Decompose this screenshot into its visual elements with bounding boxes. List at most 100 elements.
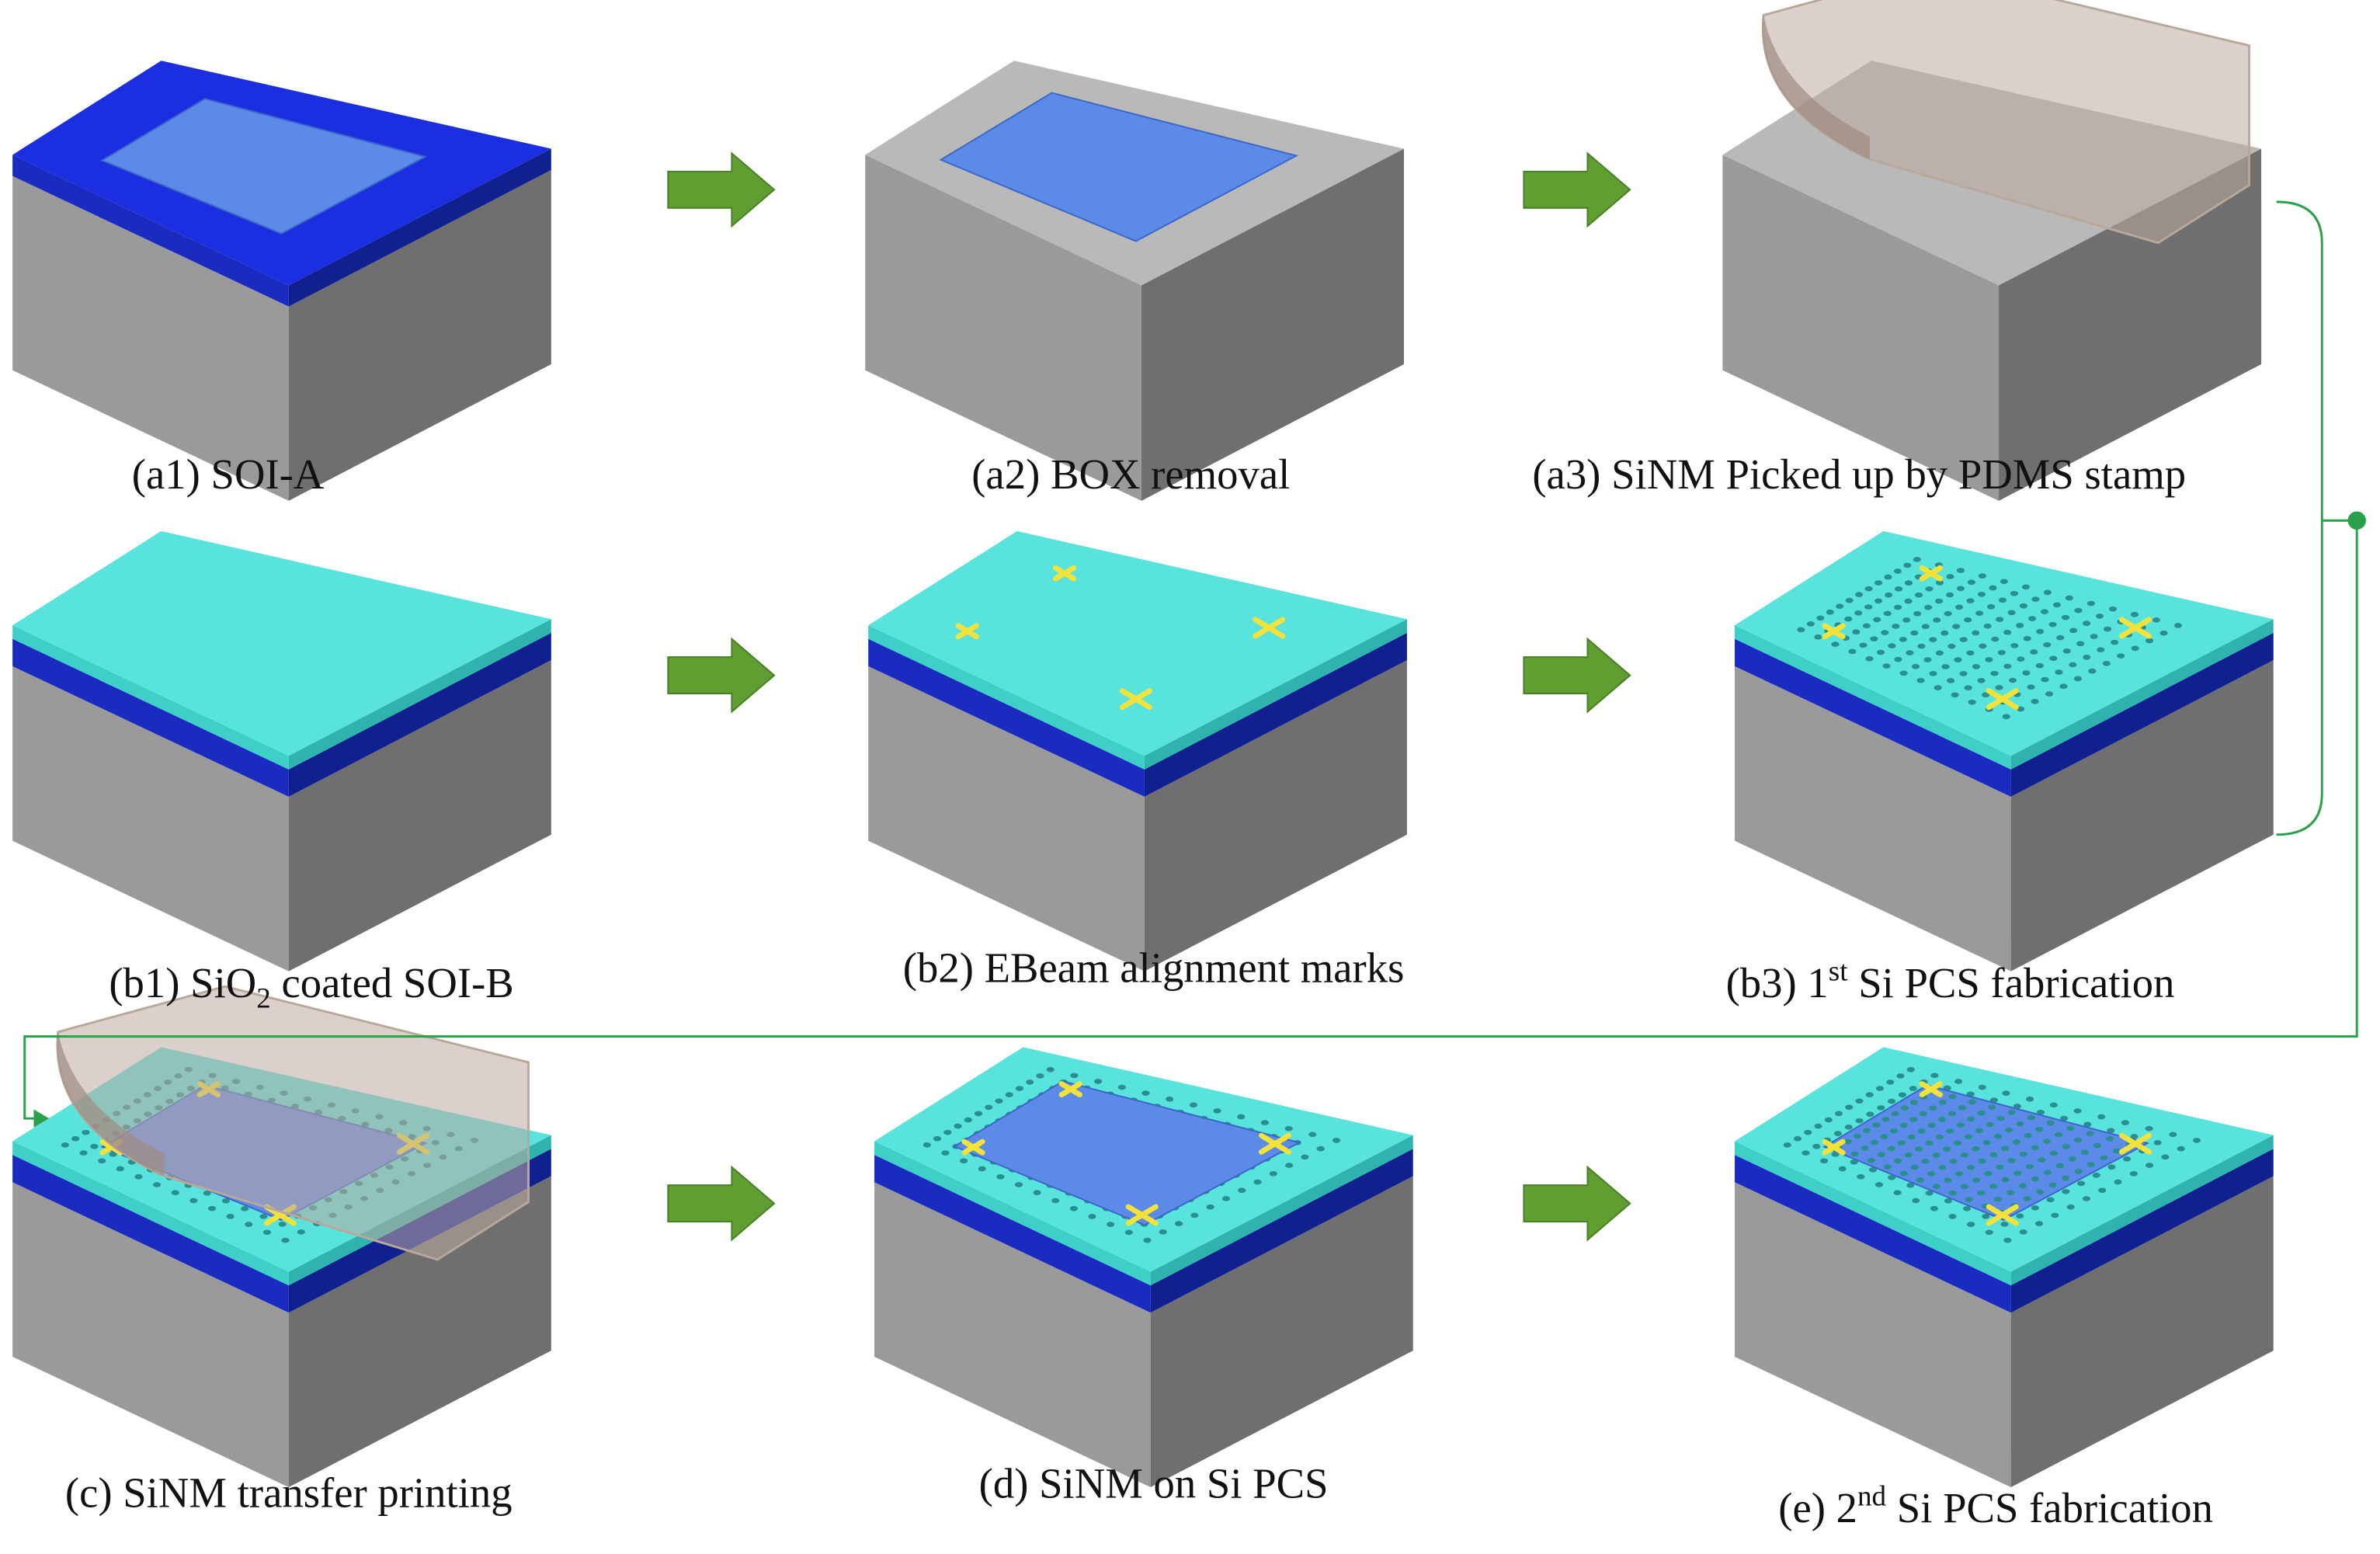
hole [2152, 617, 2161, 623]
hole [2090, 634, 2098, 639]
hole [2161, 1154, 2170, 1160]
hole [1914, 1146, 1923, 1152]
hole [2076, 1180, 2086, 1187]
hole [2013, 1170, 2022, 1176]
hole [943, 1129, 952, 1135]
hole [221, 1198, 231, 1204]
hole [1874, 1182, 1884, 1187]
hole [1876, 649, 1885, 655]
hole [2019, 1151, 2027, 1157]
hole [1015, 1086, 1024, 1091]
hole [2062, 1188, 2070, 1194]
hole [1814, 1123, 1822, 1129]
hole [278, 1222, 287, 1227]
hole [2052, 602, 2062, 608]
hole [2016, 1121, 2024, 1127]
hole [2107, 1164, 2116, 1170]
hole [2098, 1187, 2107, 1194]
caption-text: (b2) EBeam alignment marks [903, 944, 1405, 991]
hole [2123, 1156, 2132, 1162]
hole [1932, 1152, 1940, 1158]
hole [281, 1237, 290, 1243]
hole [2055, 1132, 2063, 1138]
hole [1874, 598, 1883, 604]
hole [1924, 604, 1933, 610]
hole [259, 1213, 268, 1219]
caption-text: (d) SiNM on Si PCS [979, 1460, 1329, 1507]
hole [1793, 1135, 1802, 1142]
hole [1978, 573, 1986, 579]
hole [2082, 621, 2091, 626]
hole [1819, 1158, 1829, 1164]
hole [2073, 676, 2083, 682]
hole [1960, 1184, 1969, 1190]
hole [1949, 1158, 1958, 1164]
hole [245, 1222, 253, 1227]
hole [1933, 617, 1941, 623]
hole [2031, 1205, 2040, 1211]
hole [1916, 677, 1925, 683]
hole [2130, 611, 2139, 617]
hole [1955, 1171, 1964, 1177]
hole [1935, 1134, 1944, 1140]
hole [1941, 664, 1950, 669]
hole [1174, 1221, 1183, 1226]
hole [2038, 1157, 2046, 1163]
hole [1956, 568, 1965, 573]
caption-text: (b3) 1 [1726, 959, 1829, 1006]
caption-superscript: nd [1857, 1480, 1887, 1512]
caption: (b2) EBeam alignment marks [903, 944, 1405, 991]
membrane [953, 1080, 1301, 1226]
hole [109, 1151, 117, 1157]
hole [2097, 1114, 2106, 1120]
hole [1026, 1079, 1034, 1085]
hole [2059, 683, 2068, 689]
process-arrow [667, 1165, 776, 1242]
hole [134, 1173, 143, 1180]
block-left-face [865, 155, 1141, 501]
block-right-face [288, 660, 551, 972]
alignment-mark [1058, 1081, 1082, 1098]
hole [1206, 1204, 1214, 1210]
hole [1906, 650, 1914, 655]
hole [2092, 1172, 2100, 1178]
block-right-face [2010, 1176, 2274, 1488]
hole [1308, 1132, 1317, 1138]
hole [2019, 1229, 2027, 1235]
hole [1899, 1122, 1908, 1128]
hole [1844, 1124, 1853, 1130]
hole [1925, 586, 1934, 592]
hole [1843, 1139, 1852, 1145]
hole [1285, 1163, 1294, 1168]
process-arrow [1523, 1165, 1631, 1242]
hole [2066, 1125, 2075, 1132]
hole [1904, 580, 1913, 586]
hole [1989, 1097, 1998, 1103]
hole [985, 1104, 993, 1111]
block-left-face [1722, 155, 2000, 501]
hole [1955, 604, 1964, 610]
hole [2023, 1196, 2031, 1202]
hole [1972, 630, 1980, 636]
caption: (d) SiNM on Si PCS [979, 1460, 1329, 1507]
hole [1930, 1073, 1939, 1079]
hole [1946, 678, 1955, 683]
hole [2007, 1158, 2016, 1163]
hole [1909, 1086, 1917, 1091]
hole [922, 1142, 931, 1148]
hole [2048, 1182, 2057, 1188]
hole [1978, 1158, 1986, 1164]
pdms-stamp-curl [57, 1031, 165, 1177]
hole [1898, 1092, 1906, 1098]
hole [1932, 1184, 1940, 1190]
hole [1972, 1146, 1980, 1152]
hole [2007, 1110, 2016, 1115]
hole [2080, 1149, 2089, 1155]
hole [1938, 1100, 1947, 1105]
caption: (a2) BOX removal [971, 450, 1290, 498]
hole [1978, 1084, 1986, 1090]
hole [2042, 1139, 2052, 1144]
hole [1166, 1096, 1174, 1102]
hole [1951, 692, 1959, 698]
hole [2025, 1163, 2034, 1170]
